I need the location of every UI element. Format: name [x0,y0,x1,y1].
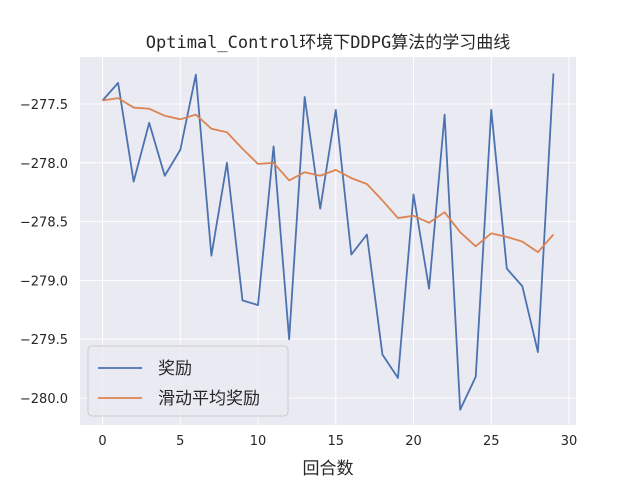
y-tick-label: −278.5 [20,216,68,231]
legend: 奖励 滑动平均奖励 [87,345,289,417]
reward-series-line [101,73,555,411]
x-tick-label: 25 [483,434,500,449]
x-tick-label: 5 [176,434,184,449]
y-tick-label: −279.5 [20,333,68,348]
y-tick-label: −278.0 [20,157,68,172]
y-tick-label: −280.0 [20,392,68,407]
moving-average-series-line [102,97,555,254]
x-tick-label: 0 [98,434,106,449]
x-tick-label: 20 [405,434,422,449]
x-tick-label: 10 [250,434,267,449]
y-tick-label: −279.0 [20,274,68,289]
x-axis-label: 回合数 [303,459,354,479]
grid-lines [80,57,576,425]
series-lines [101,73,555,411]
x-tick-label: 30 [561,434,578,449]
chart-title: Optimal_Control环境下DDPG算法的学习曲线 [146,33,510,53]
y-tick-label: −277.5 [20,98,68,113]
legend-label-moving-average: 滑动平均奖励 [158,389,260,409]
legend-label-reward: 奖励 [158,359,192,379]
x-tick-labels: 0 5 10 15 20 25 30 [98,434,577,449]
x-tick-label: 15 [327,434,344,449]
y-tick-labels: −277.5 −278.0 −278.5 −279.0 −279.5 −280.0 [20,98,68,407]
